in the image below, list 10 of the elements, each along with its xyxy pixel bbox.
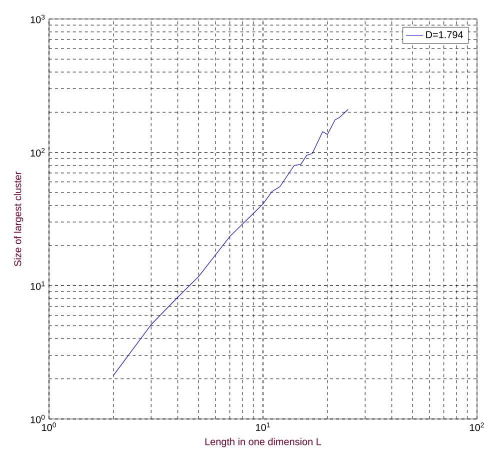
x-tick-label: 10$^{2}$ — [470, 422, 484, 432]
x-axis-title: Length in one dimension L — [205, 438, 322, 448]
y-tick-label: 10$^{3}$ — [30, 14, 45, 24]
x-tick-label: 10$^{0}$ — [42, 422, 56, 432]
x-tick-label: 10$^{1}$ — [256, 422, 270, 432]
y-axis-title: Size of largest cluster — [14, 172, 24, 266]
y-tick-label: 10$^{0}$ — [30, 414, 45, 424]
y-tick-label: 10$^{1}$ — [30, 281, 45, 290]
y-tick-label: 10$^{2}$ — [30, 148, 45, 157]
legend-label: D=1.794 — [426, 31, 463, 38]
